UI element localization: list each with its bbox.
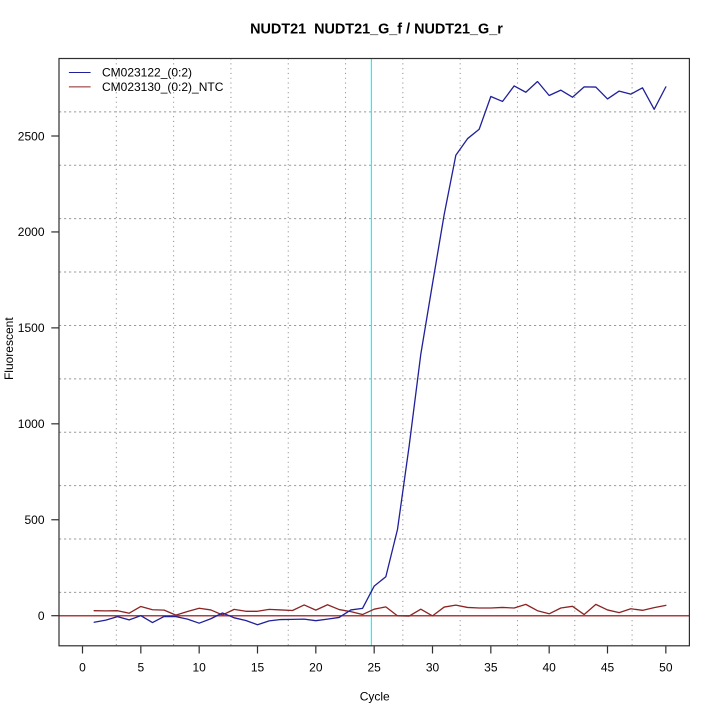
svg-text:1500: 1500 [18, 321, 45, 335]
svg-text:0: 0 [38, 609, 45, 623]
svg-text:NUDT21 NUDT21_G_f / NUDT21_G_: NUDT21 NUDT21_G_f / NUDT21_G_r [250, 22, 503, 38]
svg-text:Cycle: Cycle [360, 690, 390, 704]
svg-text:500: 500 [24, 513, 44, 527]
svg-text:25: 25 [367, 661, 381, 675]
svg-text:1000: 1000 [18, 417, 45, 431]
svg-text:CM023122_(0:2): CM023122_(0:2) [102, 66, 192, 80]
svg-text:30: 30 [426, 661, 440, 675]
svg-text:45: 45 [601, 661, 615, 675]
svg-text:2500: 2500 [18, 129, 45, 143]
svg-text:CM023130_(0:2)_NTC: CM023130_(0:2)_NTC [102, 80, 224, 94]
svg-text:35: 35 [484, 661, 498, 675]
svg-text:40: 40 [542, 661, 556, 675]
svg-text:2000: 2000 [18, 225, 45, 239]
svg-text:Fluorescent: Fluorescent [2, 317, 16, 380]
svg-text:0: 0 [79, 661, 86, 675]
svg-text:15: 15 [251, 661, 265, 675]
svg-text:20: 20 [309, 661, 323, 675]
svg-text:5: 5 [137, 661, 144, 675]
svg-text:10: 10 [192, 661, 206, 675]
svg-text:50: 50 [659, 661, 673, 675]
